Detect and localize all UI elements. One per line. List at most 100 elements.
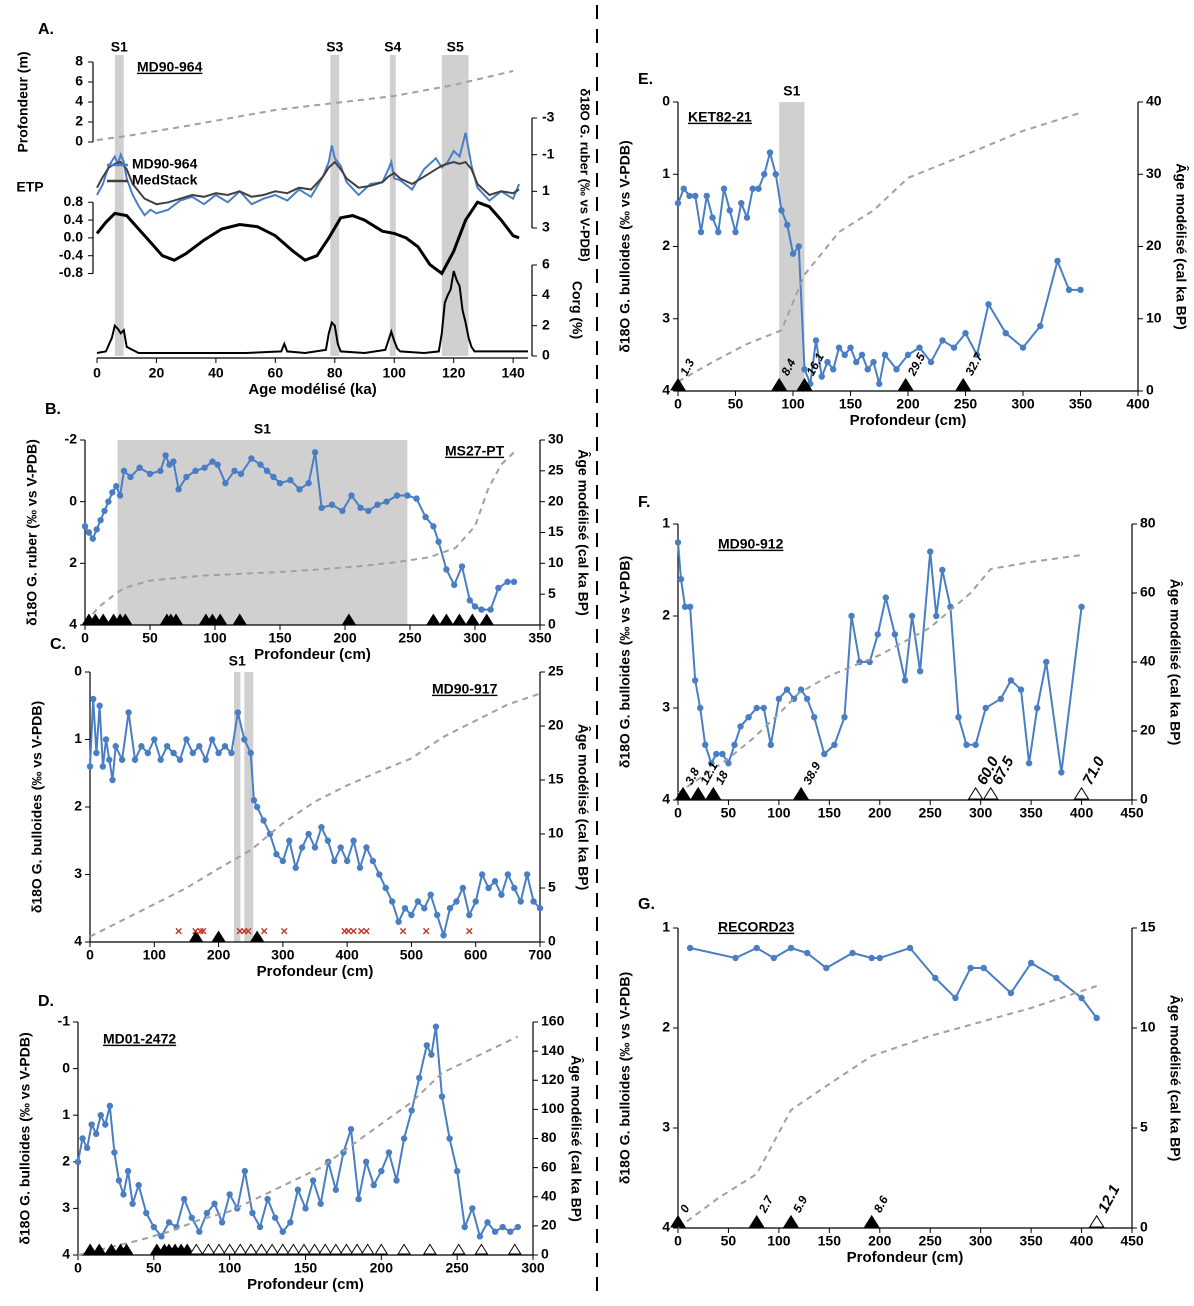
- y-tick-label-right: 120: [541, 1071, 565, 1087]
- d18o-point: [440, 932, 447, 939]
- d18o-point: [430, 523, 437, 530]
- y-tick-label-left: 4: [662, 791, 670, 807]
- rejected-date-marker: ×: [350, 923, 358, 938]
- d18o-point: [1025, 760, 1033, 767]
- y-axis-label-left: δ18O G. bulloides (‰ vs V-PDB): [617, 556, 633, 768]
- x-tick-label: 200: [868, 1233, 892, 1249]
- d18o-point: [691, 677, 699, 684]
- d18o-point: [401, 905, 409, 912]
- y-tick-label-corg: 4: [542, 286, 550, 302]
- d18o-point: [413, 495, 420, 502]
- d18o-point: [868, 954, 875, 962]
- date-marker: [793, 786, 809, 800]
- legend-label: MD90-964: [132, 156, 198, 172]
- d18o-point: [165, 1219, 173, 1226]
- panel-label: F.: [638, 494, 650, 511]
- d18o-point: [350, 837, 357, 844]
- d18o-point: [795, 243, 802, 250]
- sapropel-label: S1: [254, 421, 271, 437]
- x-tick-label: 250: [919, 805, 943, 821]
- date-marker: [955, 377, 972, 391]
- y-tick-label-right: 15: [1140, 919, 1156, 935]
- y-tick-label-d18o: -3: [542, 109, 555, 125]
- x-tick-label: 40: [208, 365, 224, 381]
- d18o-point: [753, 704, 760, 712]
- d18o-point: [192, 467, 199, 475]
- x-tick-label: 400: [335, 947, 359, 963]
- d18o-point: [451, 581, 458, 589]
- date-marker: [118, 613, 133, 625]
- d18o-point: [287, 476, 294, 484]
- rejected-date-marker: ×: [244, 923, 252, 938]
- d18o-point: [1019, 344, 1027, 351]
- d18o-point: [980, 964, 987, 972]
- d18o-point: [374, 501, 381, 508]
- d18o-point: [408, 911, 415, 919]
- d18o-point: [939, 337, 946, 344]
- d18o-point: [446, 1135, 453, 1142]
- d18o-point: [876, 954, 883, 962]
- d18o-point: [294, 1186, 302, 1193]
- y-tick-label-left: 4: [62, 1246, 70, 1262]
- d18o-point: [476, 1233, 484, 1240]
- x-tick-label: 400: [1126, 396, 1150, 412]
- d18o-point: [743, 214, 751, 221]
- d18o-point: [709, 214, 716, 221]
- d18o-point: [784, 221, 791, 229]
- d18o-point: [222, 479, 229, 487]
- date-label: 12.1: [1095, 1182, 1124, 1216]
- y-tick-label-right: 40: [1146, 93, 1162, 109]
- y-tick-label-right: 0: [548, 933, 556, 949]
- d18o-point: [726, 207, 733, 214]
- d18o-point: [789, 250, 797, 257]
- date-marker-open: [222, 1243, 237, 1255]
- d18o-point: [111, 1149, 118, 1156]
- d18o-point: [1007, 677, 1015, 684]
- d18o-point: [273, 851, 280, 858]
- rejected-date-marker: ×: [175, 923, 183, 938]
- x-tick-label: 0: [86, 947, 94, 963]
- y-tick-label-depth: 4: [75, 93, 83, 109]
- d18o-point: [766, 149, 774, 156]
- x-tick-label: 150: [839, 396, 863, 412]
- d18o-point: [955, 714, 962, 721]
- x-tick-label: 400: [1070, 1233, 1094, 1249]
- y-axis-label-right: Âge modélisé (cal ka BP): [1173, 163, 1190, 330]
- d18o-point: [507, 1228, 514, 1235]
- d18o-point: [93, 526, 100, 533]
- x-tick-label: 100: [767, 1233, 791, 1249]
- d18o-point: [203, 1209, 211, 1217]
- date-marker: [771, 377, 788, 391]
- sapropel-band: [114, 55, 124, 356]
- d18o-point: [686, 603, 694, 610]
- x-tick-label: 300: [969, 1233, 993, 1249]
- d18o-point: [458, 563, 466, 570]
- d18o-point: [88, 1121, 95, 1128]
- y-tick-label-left: 3: [74, 865, 82, 881]
- d18o-point: [287, 1219, 294, 1226]
- d18o-point: [90, 695, 97, 703]
- d18o-point: [499, 1223, 506, 1231]
- y-axis-label-right: Âge modélisé (cal ka BP): [568, 1055, 585, 1222]
- rejected-date-marker: ×: [236, 923, 244, 938]
- core-name: MD01-2472: [103, 1031, 176, 1047]
- y-tick-label-left: 0: [74, 663, 82, 679]
- date-marker: [119, 1243, 134, 1255]
- d18o-point: [356, 864, 364, 871]
- date-marker-open: [339, 1243, 354, 1255]
- d18o-point: [864, 366, 871, 373]
- rejected-date-marker: ×: [345, 923, 353, 938]
- y-tick-label-left: 2: [62, 1153, 70, 1169]
- d18o-point: [731, 741, 738, 748]
- d18o-point: [478, 606, 485, 613]
- x-tick-label: 60: [268, 365, 284, 381]
- d18o-point: [404, 492, 411, 499]
- sapropel-band: [117, 440, 408, 625]
- x-tick-label: 20: [149, 365, 165, 381]
- y-axis-label-right: Âge modélisé (cal ka BP): [575, 449, 592, 616]
- date-marker: [675, 786, 691, 800]
- date-marker-open: [275, 1243, 290, 1255]
- date-marker-open: [451, 1243, 466, 1255]
- d18o-point: [357, 504, 364, 512]
